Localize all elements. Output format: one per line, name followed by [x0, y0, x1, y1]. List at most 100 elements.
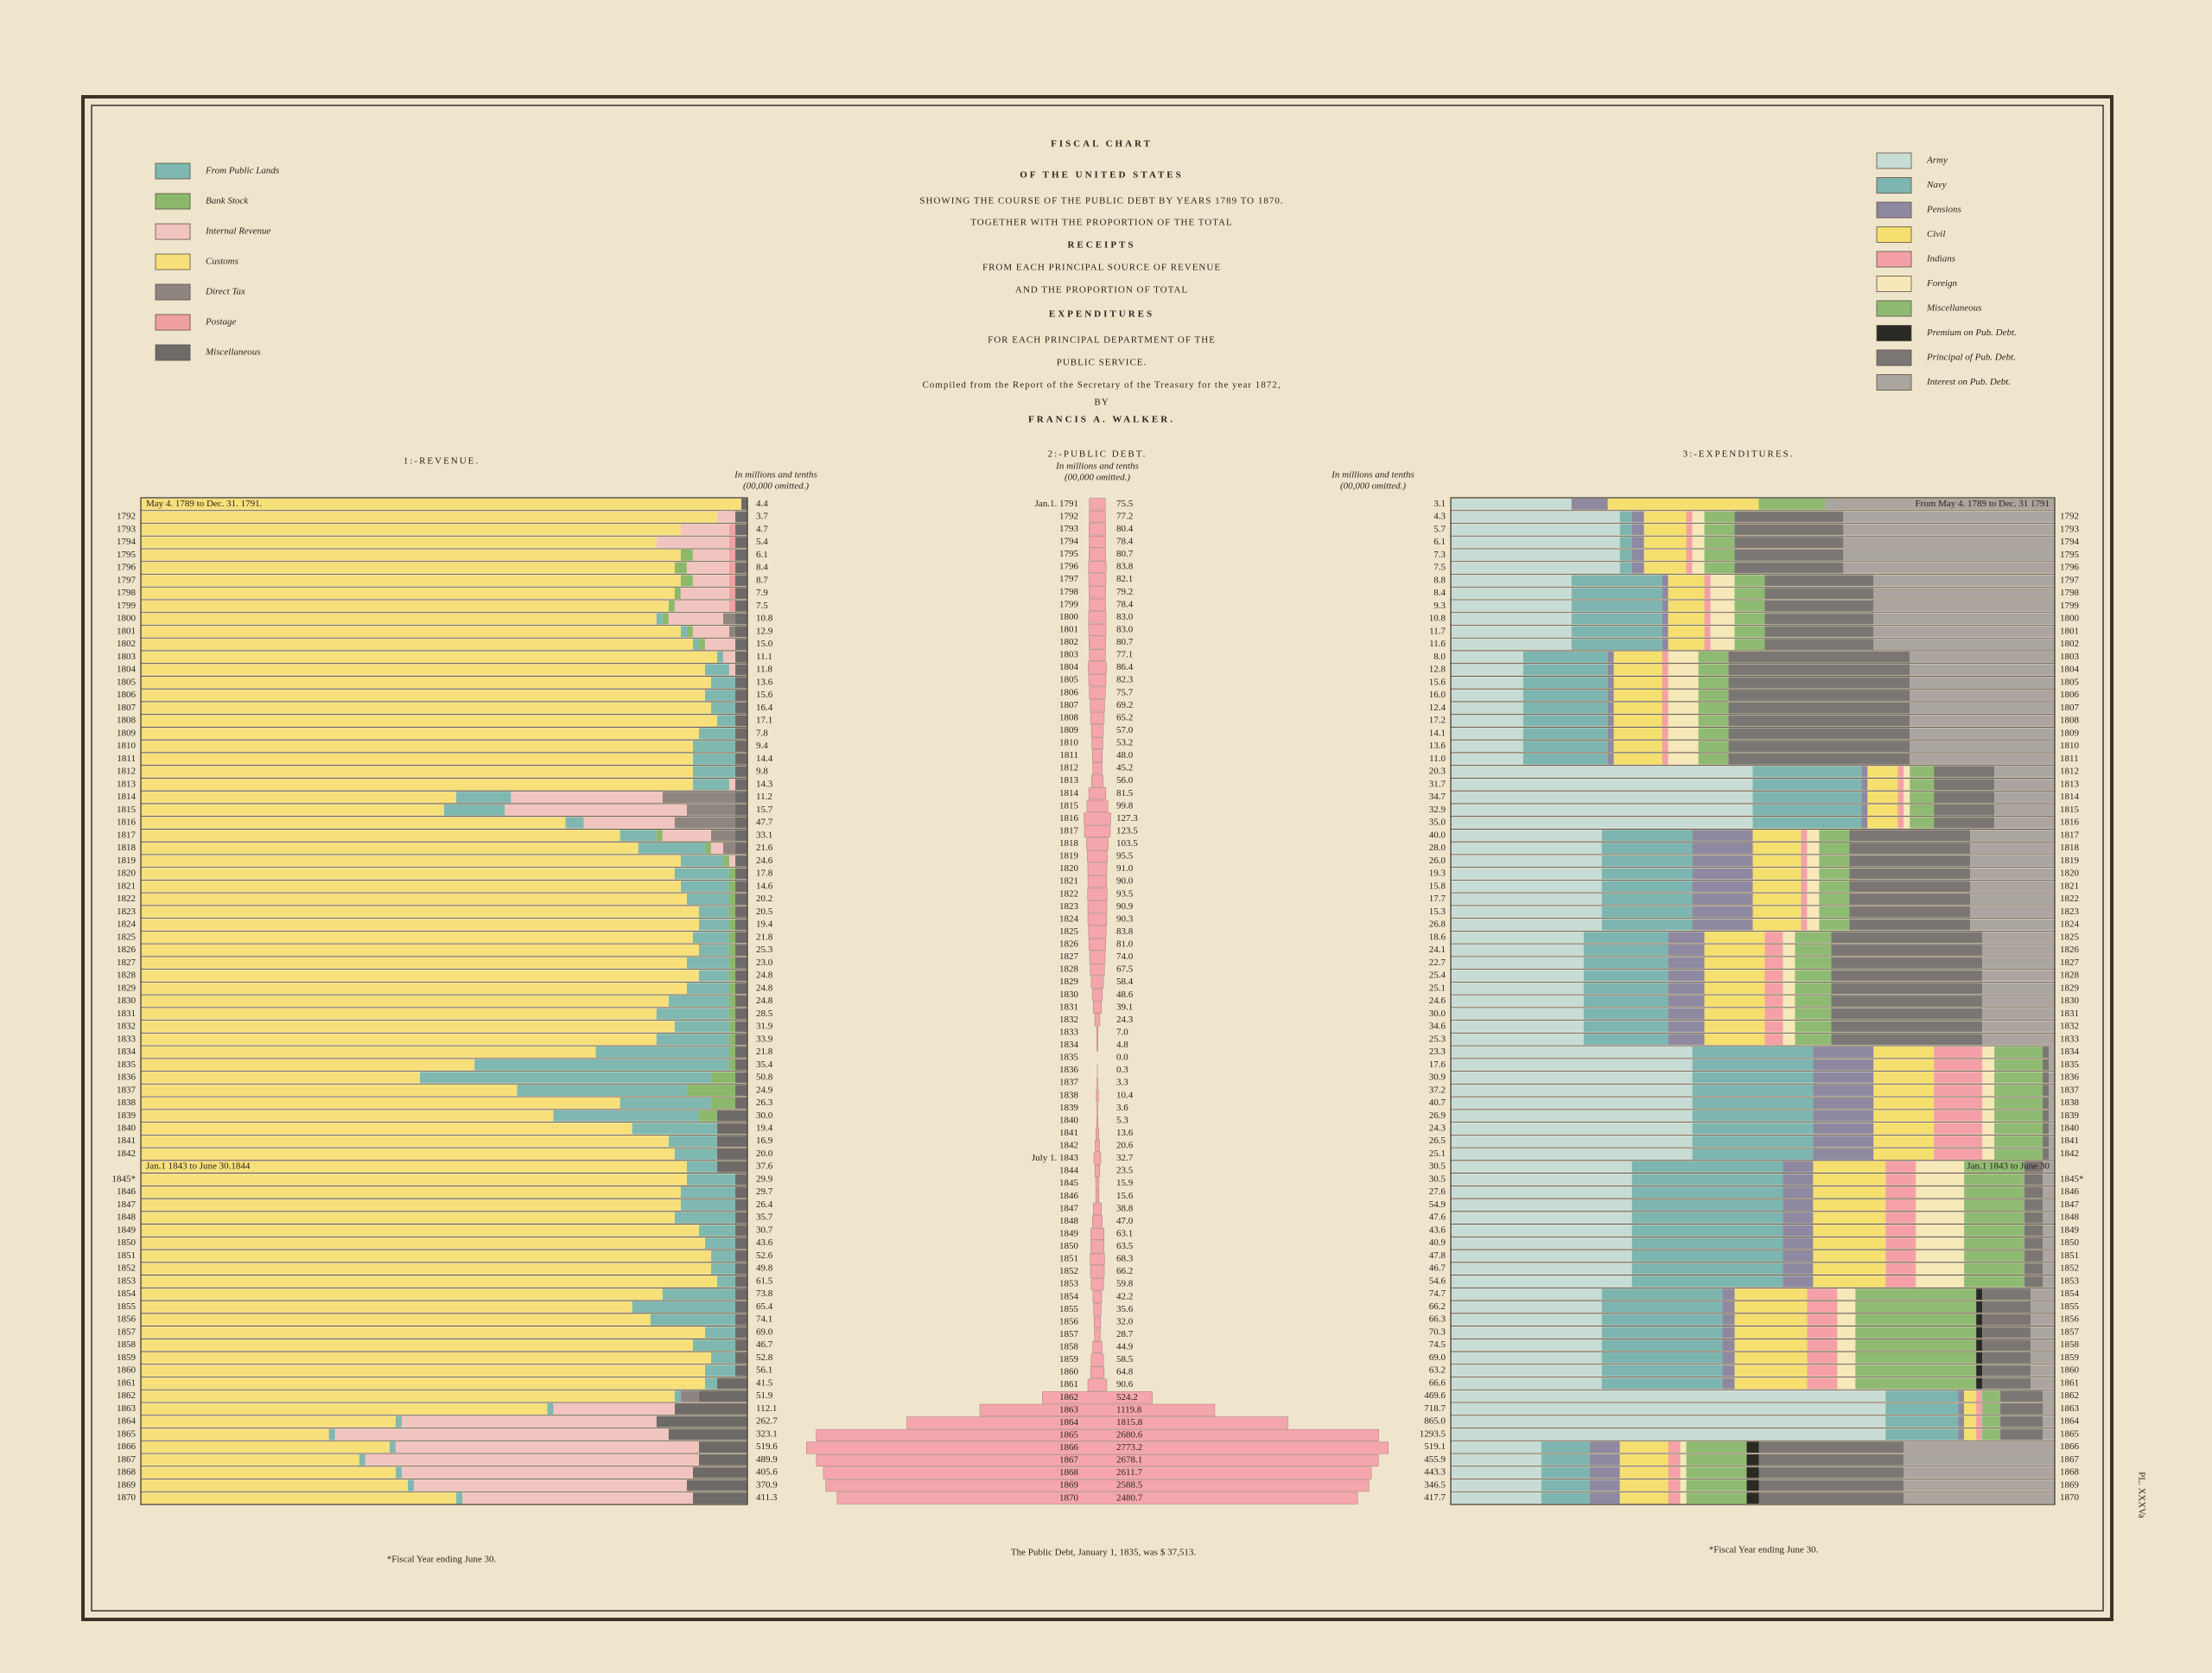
bar-segment: [1934, 1135, 1983, 1148]
row-label: 1855: [2060, 1301, 2080, 1312]
bar-segment: [1668, 639, 1705, 650]
bar-segment: [1885, 1403, 1959, 1415]
bar-segment: [1601, 830, 1693, 842]
value-label: 0.3: [1116, 1065, 1128, 1075]
bar-segment: [1746, 1441, 1759, 1454]
bar: [1088, 573, 1107, 586]
bar-segment: [1994, 1059, 2044, 1071]
bar-segment: [1849, 919, 1971, 931]
row-label: 1870: [117, 1492, 137, 1503]
bar-segment: [680, 1186, 735, 1199]
value-label: 123.5: [1116, 825, 1138, 836]
bar-segment: [141, 817, 566, 829]
row-label: 1833: [117, 1034, 137, 1044]
bar-segment: [734, 945, 747, 956]
total-label: 9.8: [756, 767, 768, 777]
bar-segment: [1910, 715, 2055, 727]
total-label: 865.0: [1424, 1416, 1446, 1427]
bar-segment: [1686, 562, 1693, 574]
total-label: 14.1: [1429, 728, 1446, 738]
panel-frame: [1450, 497, 2056, 1505]
total-label: 66.3: [1429, 1314, 1446, 1325]
bar-segment: [1904, 1441, 2055, 1454]
total-label: 7.5: [756, 601, 768, 611]
bar: [1088, 661, 1107, 674]
row-label: 1855: [1059, 1304, 1079, 1314]
bar-segment: [1571, 600, 1662, 612]
bar-segment: [141, 741, 693, 752]
value-label: 58.5: [1116, 1354, 1134, 1364]
bar-segment: [698, 1441, 747, 1454]
bar-segment: [734, 702, 747, 714]
bar-segment: [1758, 1441, 1904, 1454]
bar-segment: [734, 855, 747, 867]
bar: [1089, 510, 1106, 523]
row-label: 1832: [1059, 1015, 1078, 1025]
bar-segment: [1619, 1466, 1669, 1479]
bar-segment: [141, 1326, 705, 1339]
bar-segment: [1813, 1148, 1874, 1160]
total-label: 469.6: [1424, 1390, 1446, 1401]
bar-segment: [692, 575, 729, 587]
bar-segment: [1692, 1046, 1814, 1058]
title-line: AND THE PROPORTION OF TOTAL: [1015, 285, 1188, 296]
bar: [1092, 1215, 1103, 1228]
bar-segment: [1643, 549, 1687, 561]
bar-segment: [728, 575, 735, 587]
bar-segment: [692, 932, 729, 944]
bar-segment: [1849, 830, 1971, 842]
row-label: 1815: [2060, 805, 2080, 815]
row-label: 1858: [117, 1339, 137, 1350]
bar-segment: [141, 1364, 705, 1377]
bar: [906, 1416, 1288, 1429]
value-label: 10.4: [1116, 1090, 1134, 1100]
value-label: 2678.1: [1116, 1455, 1142, 1466]
bar-segment: [1522, 702, 1608, 714]
bar-segment: [565, 817, 584, 829]
bar-segment: [668, 613, 723, 625]
bar-segment: [734, 894, 747, 905]
row-label: 1820: [1059, 863, 1079, 874]
bar-segment: [1819, 881, 1850, 893]
bar-segment: [2031, 1314, 2055, 1326]
bar-segment: [1589, 1441, 1620, 1454]
row-label: 1809: [2060, 728, 2080, 738]
row-label: 1858: [1059, 1342, 1079, 1352]
bar-segment: [1601, 881, 1693, 893]
bar-segment: [1982, 1085, 1995, 1097]
bar-segment: [1451, 919, 1602, 931]
bar-segment: [1451, 830, 1602, 842]
row-label: 1794: [117, 537, 137, 547]
bar-segment: [1722, 1364, 1735, 1377]
bar-segment: [1734, 1288, 1808, 1301]
bar-segment: [1795, 932, 1832, 944]
bar-segment: [1807, 1377, 1838, 1390]
total-label: 30.0: [1429, 1008, 1446, 1019]
bar-segment: [734, 1326, 747, 1339]
bar-segment: [716, 511, 735, 523]
bar-segment: [395, 1466, 402, 1479]
bar-segment: [141, 1034, 657, 1046]
bar-segment: [1522, 690, 1608, 701]
row-label: 1810: [117, 741, 137, 751]
bar-segment: [1783, 970, 1796, 982]
bar-segment: [2031, 1288, 2055, 1301]
bar-segment: [1589, 1479, 1620, 1492]
bar-segment: [1885, 1199, 1916, 1211]
bar-segment: [1631, 1186, 1783, 1199]
bar-segment: [1601, 1326, 1723, 1339]
bar-segment: [1982, 1390, 2001, 1403]
bar-segment: [1619, 537, 1632, 548]
bar-segment: [1849, 855, 1971, 867]
bar-segment: [1451, 1466, 1541, 1479]
row-label: 1852: [117, 1263, 136, 1274]
bar-segment: [1976, 1390, 1983, 1403]
bar-segment: [1885, 1415, 1959, 1428]
bar-segment: [1692, 855, 1753, 867]
bar: [1090, 976, 1104, 989]
bar-segment: [1668, 1008, 1705, 1020]
bar-segment: [1583, 1034, 1669, 1046]
bar-segment: [141, 830, 620, 842]
row-label: 1793: [2060, 524, 2080, 534]
value-label: 90.3: [1116, 913, 1134, 924]
